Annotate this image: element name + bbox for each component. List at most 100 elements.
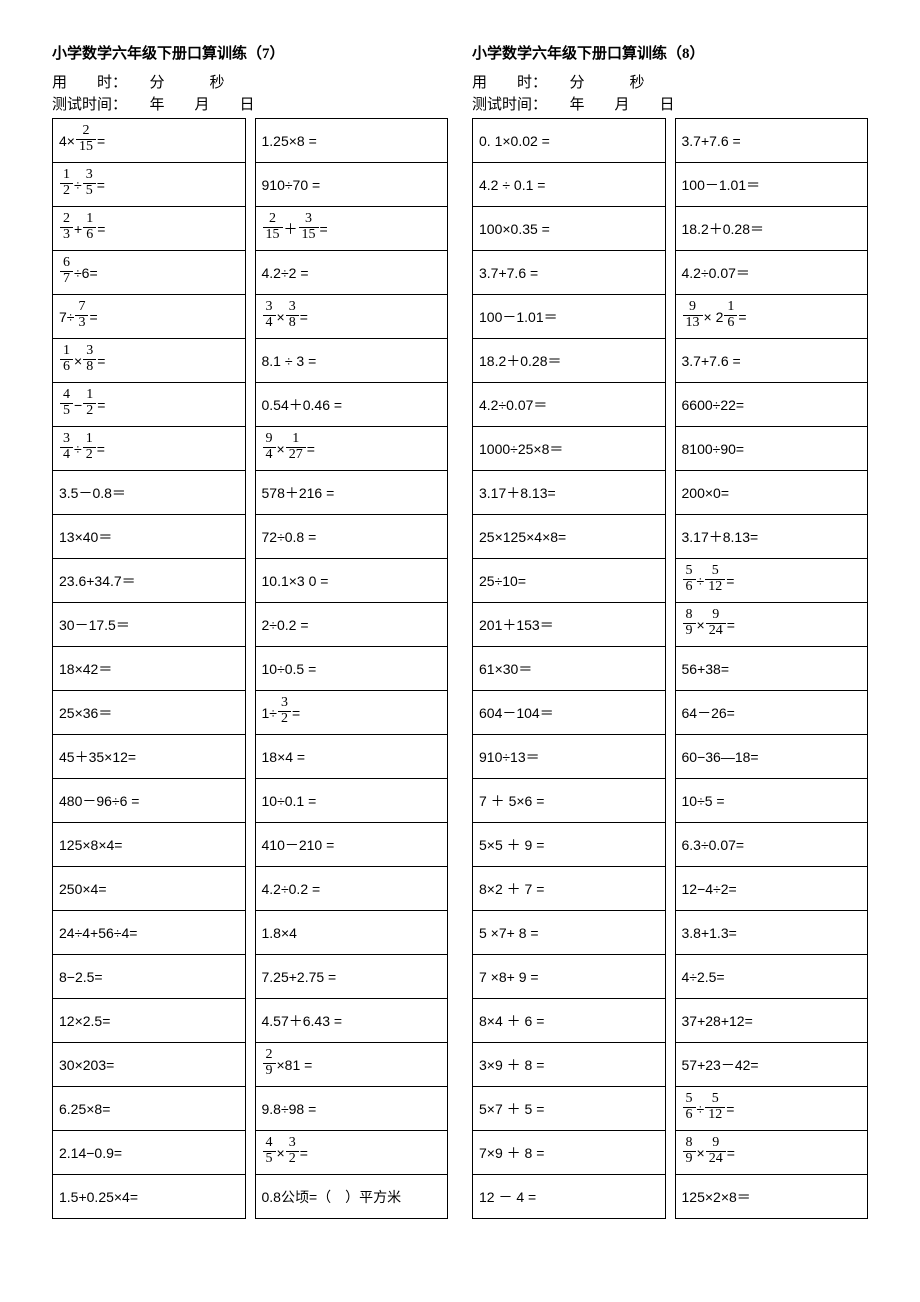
problem-cell: 215＋315 = bbox=[255, 206, 448, 250]
sheet-title: 小学数学六年级下册口算训练（7） bbox=[52, 42, 448, 63]
problem-cell: 3.17＋8.13= bbox=[473, 470, 666, 514]
problem-cell: 913× 216= bbox=[675, 294, 868, 338]
column-gap bbox=[245, 1042, 255, 1086]
problem-cell: 72÷0.8 = bbox=[255, 514, 448, 558]
problem-cell: 57+23－42= bbox=[675, 1042, 868, 1086]
table-row: 3.17＋8.13=200×0= bbox=[473, 470, 868, 514]
table-row: 4.2÷0.07＝6600÷22= bbox=[473, 382, 868, 426]
column-gap bbox=[665, 646, 675, 690]
column-gap bbox=[245, 602, 255, 646]
problem-cell: 125×2×8＝ bbox=[675, 1174, 868, 1218]
table-row: 910÷13＝60−36—18= bbox=[473, 734, 868, 778]
problem-cell: 6.25×8= bbox=[53, 1086, 246, 1130]
column-gap bbox=[665, 998, 675, 1042]
table-row: 604－104＝64－26= bbox=[473, 690, 868, 734]
problem-cell: 0.54＋0.46 = bbox=[255, 382, 448, 426]
problem-cell: 12−4÷2= bbox=[675, 866, 868, 910]
column-gap bbox=[665, 1042, 675, 1086]
table-row: 5×7 ＋ 5 =56÷512= bbox=[473, 1086, 868, 1130]
column-gap bbox=[665, 382, 675, 426]
problem-cell: 64－26= bbox=[675, 690, 868, 734]
problem-cell: 29×81 = bbox=[255, 1042, 448, 1086]
problem-cell: 1.8×4 bbox=[255, 910, 448, 954]
problem-cell: 3.7+7.6 = bbox=[675, 118, 868, 162]
table-row: 3.7+7.6 =4.2÷0.07＝ bbox=[473, 250, 868, 294]
problem-cell: 7 ＋ 5×6 = bbox=[473, 778, 666, 822]
table-row: 480－96÷6 =10÷0.1 = bbox=[53, 778, 448, 822]
problem-cell: 201＋153＝ bbox=[473, 602, 666, 646]
problem-cell: 25×36＝ bbox=[53, 690, 246, 734]
problem-cell: 34÷12= bbox=[53, 426, 246, 470]
problem-cell: 6600÷22= bbox=[675, 382, 868, 426]
time-used-line: 用 时： 分 秒 bbox=[472, 73, 868, 93]
table-row: 7×9 ＋ 8 =89×924= bbox=[473, 1130, 868, 1174]
problem-cell: 5 ×7+ 8 = bbox=[473, 910, 666, 954]
table-row: 8−2.5=7.25+2.75 = bbox=[53, 954, 448, 998]
problem-cell: 56÷512= bbox=[675, 1086, 868, 1130]
problem-cell: 100－1.01＝ bbox=[473, 294, 666, 338]
column-gap bbox=[245, 646, 255, 690]
problem-cell: 10÷5 = bbox=[675, 778, 868, 822]
table-row: 100－1.01＝913× 216= bbox=[473, 294, 868, 338]
problem-cell: 10.1×3 0 = bbox=[255, 558, 448, 602]
column-gap bbox=[245, 866, 255, 910]
table-row: 61×30＝56+38= bbox=[473, 646, 868, 690]
table-row: 18.2＋0.28＝3.7+7.6 = bbox=[473, 338, 868, 382]
column-gap bbox=[245, 734, 255, 778]
table-row: 25×125×4×8=3.17＋8.13= bbox=[473, 514, 868, 558]
problem-cell: 4.2÷0.07＝ bbox=[473, 382, 666, 426]
column-gap bbox=[665, 778, 675, 822]
problem-cell: 604－104＝ bbox=[473, 690, 666, 734]
problem-cell: 1÷32 = bbox=[255, 690, 448, 734]
column-gap bbox=[665, 734, 675, 778]
problem-cell: 480－96÷6 = bbox=[53, 778, 246, 822]
column-gap bbox=[665, 470, 675, 514]
table-row: 24÷4+56÷4=1.8×4 bbox=[53, 910, 448, 954]
column-gap bbox=[665, 514, 675, 558]
problem-cell: 3.7+7.6 = bbox=[675, 338, 868, 382]
column-gap bbox=[665, 162, 675, 206]
table-row: 250×4=4.2÷0.2 = bbox=[53, 866, 448, 910]
problem-cell: 1.5+0.25×4= bbox=[53, 1174, 246, 1218]
problem-cell: 4.2 ÷ 0.1 = bbox=[473, 162, 666, 206]
worksheet-page: 小学数学六年级下册口算训练（7） 用 时： 分 秒 测试时间： 年 月 日 4×… bbox=[52, 42, 868, 1219]
problem-cell: 12×2.5= bbox=[53, 998, 246, 1042]
table-row: 18×42＝10÷0.5 = bbox=[53, 646, 448, 690]
column-gap bbox=[245, 338, 255, 382]
problem-cell: 8−2.5= bbox=[53, 954, 246, 998]
problem-cell: 23+16= bbox=[53, 206, 246, 250]
column-gap bbox=[665, 338, 675, 382]
table-row: 30－17.5＝2÷0.2 = bbox=[53, 602, 448, 646]
time-used-line: 用 时： 分 秒 bbox=[52, 73, 448, 93]
table-row: 0. 1×0.02 =3.7+7.6 = bbox=[473, 118, 868, 162]
problem-cell: 24÷4+56÷4= bbox=[53, 910, 246, 954]
column-gap bbox=[245, 954, 255, 998]
column-gap bbox=[245, 1174, 255, 1218]
problem-cell: 23.6+34.7＝ bbox=[53, 558, 246, 602]
problem-cell: 3.8+1.3= bbox=[675, 910, 868, 954]
column-gap bbox=[665, 1086, 675, 1130]
problem-cell: 910÷13＝ bbox=[473, 734, 666, 778]
problems-table-7: 4×215=1.25×8 =12÷35=910÷70 =23+16=215＋31… bbox=[52, 118, 448, 1219]
column-gap bbox=[665, 602, 675, 646]
problem-cell: 7÷73= bbox=[53, 294, 246, 338]
problem-cell: 9.8÷98 = bbox=[255, 1086, 448, 1130]
problem-cell: 2÷0.2 = bbox=[255, 602, 448, 646]
table-row: 25×36＝1÷32 = bbox=[53, 690, 448, 734]
sheet-title: 小学数学六年级下册口算训练（8） bbox=[472, 42, 868, 63]
problem-cell: 25÷10= bbox=[473, 558, 666, 602]
column-gap bbox=[665, 822, 675, 866]
problem-cell: 45−12= bbox=[53, 382, 246, 426]
column-gap bbox=[665, 118, 675, 162]
problem-cell: 60−36—18= bbox=[675, 734, 868, 778]
column-gap bbox=[245, 1086, 255, 1130]
table-row: 23+16=215＋315 = bbox=[53, 206, 448, 250]
table-row: 67÷6=4.2÷2 = bbox=[53, 250, 448, 294]
table-row: 45＋35×12=18×4 = bbox=[53, 734, 448, 778]
column-gap bbox=[665, 1174, 675, 1218]
problem-cell: 1.25×8 = bbox=[255, 118, 448, 162]
table-row: 12×2.5=4.57＋6.43 = bbox=[53, 998, 448, 1042]
column-gap bbox=[245, 470, 255, 514]
problem-cell: 410－210 = bbox=[255, 822, 448, 866]
problem-cell: 56+38= bbox=[675, 646, 868, 690]
